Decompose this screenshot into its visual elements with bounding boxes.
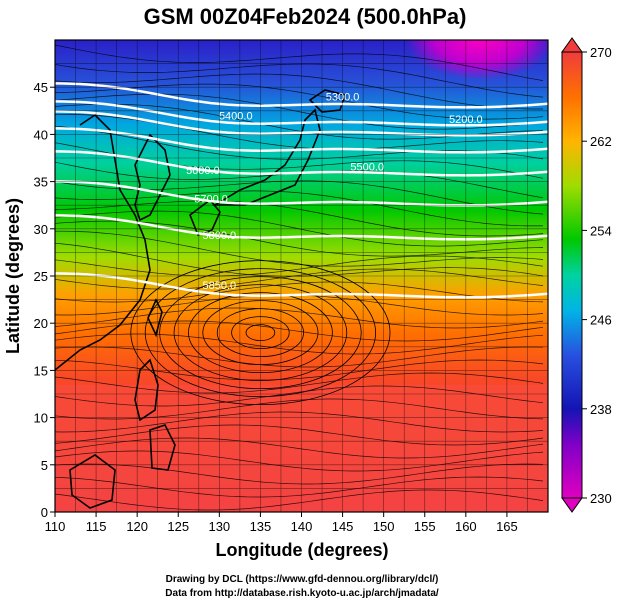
streamline — [55, 230, 544, 267]
credit-data: Data from http://database.rish.kyoto-u.a… — [165, 588, 439, 599]
streamline — [55, 489, 544, 511]
coastline-luzon — [134, 358, 159, 422]
x-tick-label: 135 — [250, 519, 272, 534]
x-axis-ticks: 110 115 120 125 130 135 140 145 150 155 160 165 — [45, 512, 518, 534]
y-tick-label: 0 — [41, 505, 48, 520]
coastlines — [55, 89, 347, 509]
credit-drawing: Drawing by DCL (https://www.gfd-dennou.o… — [166, 574, 439, 585]
gridlines — [55, 40, 548, 512]
streamline — [55, 125, 544, 160]
contour-label: 5200.0 — [449, 114, 483, 126]
colorbar-ticks: 230 238 246 254 262 270 — [582, 45, 612, 506]
y-tick-label: 40 — [34, 127, 48, 142]
x-tick-label: 165 — [496, 519, 518, 534]
cold-core — [405, 40, 548, 80]
streamline — [55, 398, 544, 420]
x-tick-label: 110 — [45, 519, 66, 534]
coastline-kyushu — [189, 198, 221, 237]
contour-label: 5500.0 — [350, 161, 384, 173]
streamline — [55, 281, 544, 303]
colorbar-bottom-arrow — [561, 497, 583, 513]
contour-label: 5400.0 — [219, 110, 253, 122]
y-tick-label: 15 — [34, 363, 48, 378]
streamline — [55, 83, 544, 120]
y-axis-title: Latitude (degrees) — [3, 198, 23, 354]
streamline — [55, 113, 544, 150]
x-tick-label: 130 — [208, 519, 230, 534]
y-tick-label: 5 — [41, 458, 48, 473]
x-tick-label: 150 — [373, 519, 395, 534]
x-tick-label: 140 — [291, 519, 313, 534]
y-tick-label: 45 — [34, 80, 48, 95]
streamline — [55, 424, 544, 446]
streamline — [55, 450, 544, 472]
x-tick-label: 160 — [455, 519, 477, 534]
streamline — [55, 307, 544, 329]
x-tick-label: 145 — [332, 519, 354, 534]
y-tick-label: 25 — [34, 269, 48, 284]
x-tick-label: 120 — [126, 519, 148, 534]
streamline — [55, 73, 543, 110]
streamline — [55, 476, 544, 498]
y-tick-label: 30 — [34, 222, 48, 237]
colorbar-tick-label: 270 — [590, 45, 612, 60]
colorbar: 230 238 246 254 262 270 — [561, 37, 612, 513]
coastline-taiwan — [147, 298, 163, 338]
streamline — [55, 93, 544, 130]
contour-labels: 5300.0 5400.0 5200.0 5500.0 5600.0 5700.0 5800… — [186, 91, 483, 292]
coastline-borneo — [69, 454, 116, 509]
colorbar-scale — [561, 51, 583, 499]
streamline — [55, 44, 544, 81]
contour-label: 5300.0 — [326, 91, 360, 103]
colorbar-tick-label: 238 — [590, 402, 612, 417]
streamline — [55, 437, 544, 459]
x-tick-label: 155 — [414, 519, 436, 534]
plot-area — [55, 40, 548, 512]
x-tick-label: 115 — [86, 519, 107, 534]
streamline — [55, 255, 544, 277]
y-tick-label: 35 — [34, 175, 48, 190]
coastline-china — [55, 113, 151, 371]
streamline — [55, 63, 544, 98]
streamline — [55, 359, 544, 381]
coastline-korea — [134, 133, 171, 222]
map-title: GSM 00Z04Feb2024 (500.0hPa) — [144, 4, 467, 29]
colorbar-tick-label: 230 — [590, 491, 612, 506]
streamline — [55, 333, 544, 355]
streamline — [55, 346, 544, 368]
contour-label: 5800.0 — [203, 230, 237, 242]
x-axis-title: Longitude (degrees) — [215, 540, 388, 560]
colorbar-tick-label: 246 — [590, 313, 612, 328]
y-axis-ticks: 0 5 10 15 20 25 30 35 40 45 — [34, 80, 55, 520]
streamline — [55, 463, 544, 485]
contour-label: 5700.0 — [194, 193, 228, 205]
streamline — [55, 200, 544, 237]
contour-label: 5600.0 — [186, 165, 220, 177]
x-tick-label: 125 — [167, 519, 189, 534]
coastline-visayas — [149, 424, 176, 471]
colorbar-tick-label: 254 — [590, 223, 612, 238]
coastline-honshu — [212, 108, 321, 206]
streamline — [55, 411, 544, 433]
colorbar-tick-label: 262 — [590, 134, 612, 149]
y-tick-label: 20 — [34, 316, 48, 331]
contour-label: 5850.0 — [203, 280, 237, 292]
y-tick-label: 10 — [34, 411, 48, 426]
colorbar-top-arrow — [561, 37, 583, 53]
streamline — [55, 268, 544, 290]
